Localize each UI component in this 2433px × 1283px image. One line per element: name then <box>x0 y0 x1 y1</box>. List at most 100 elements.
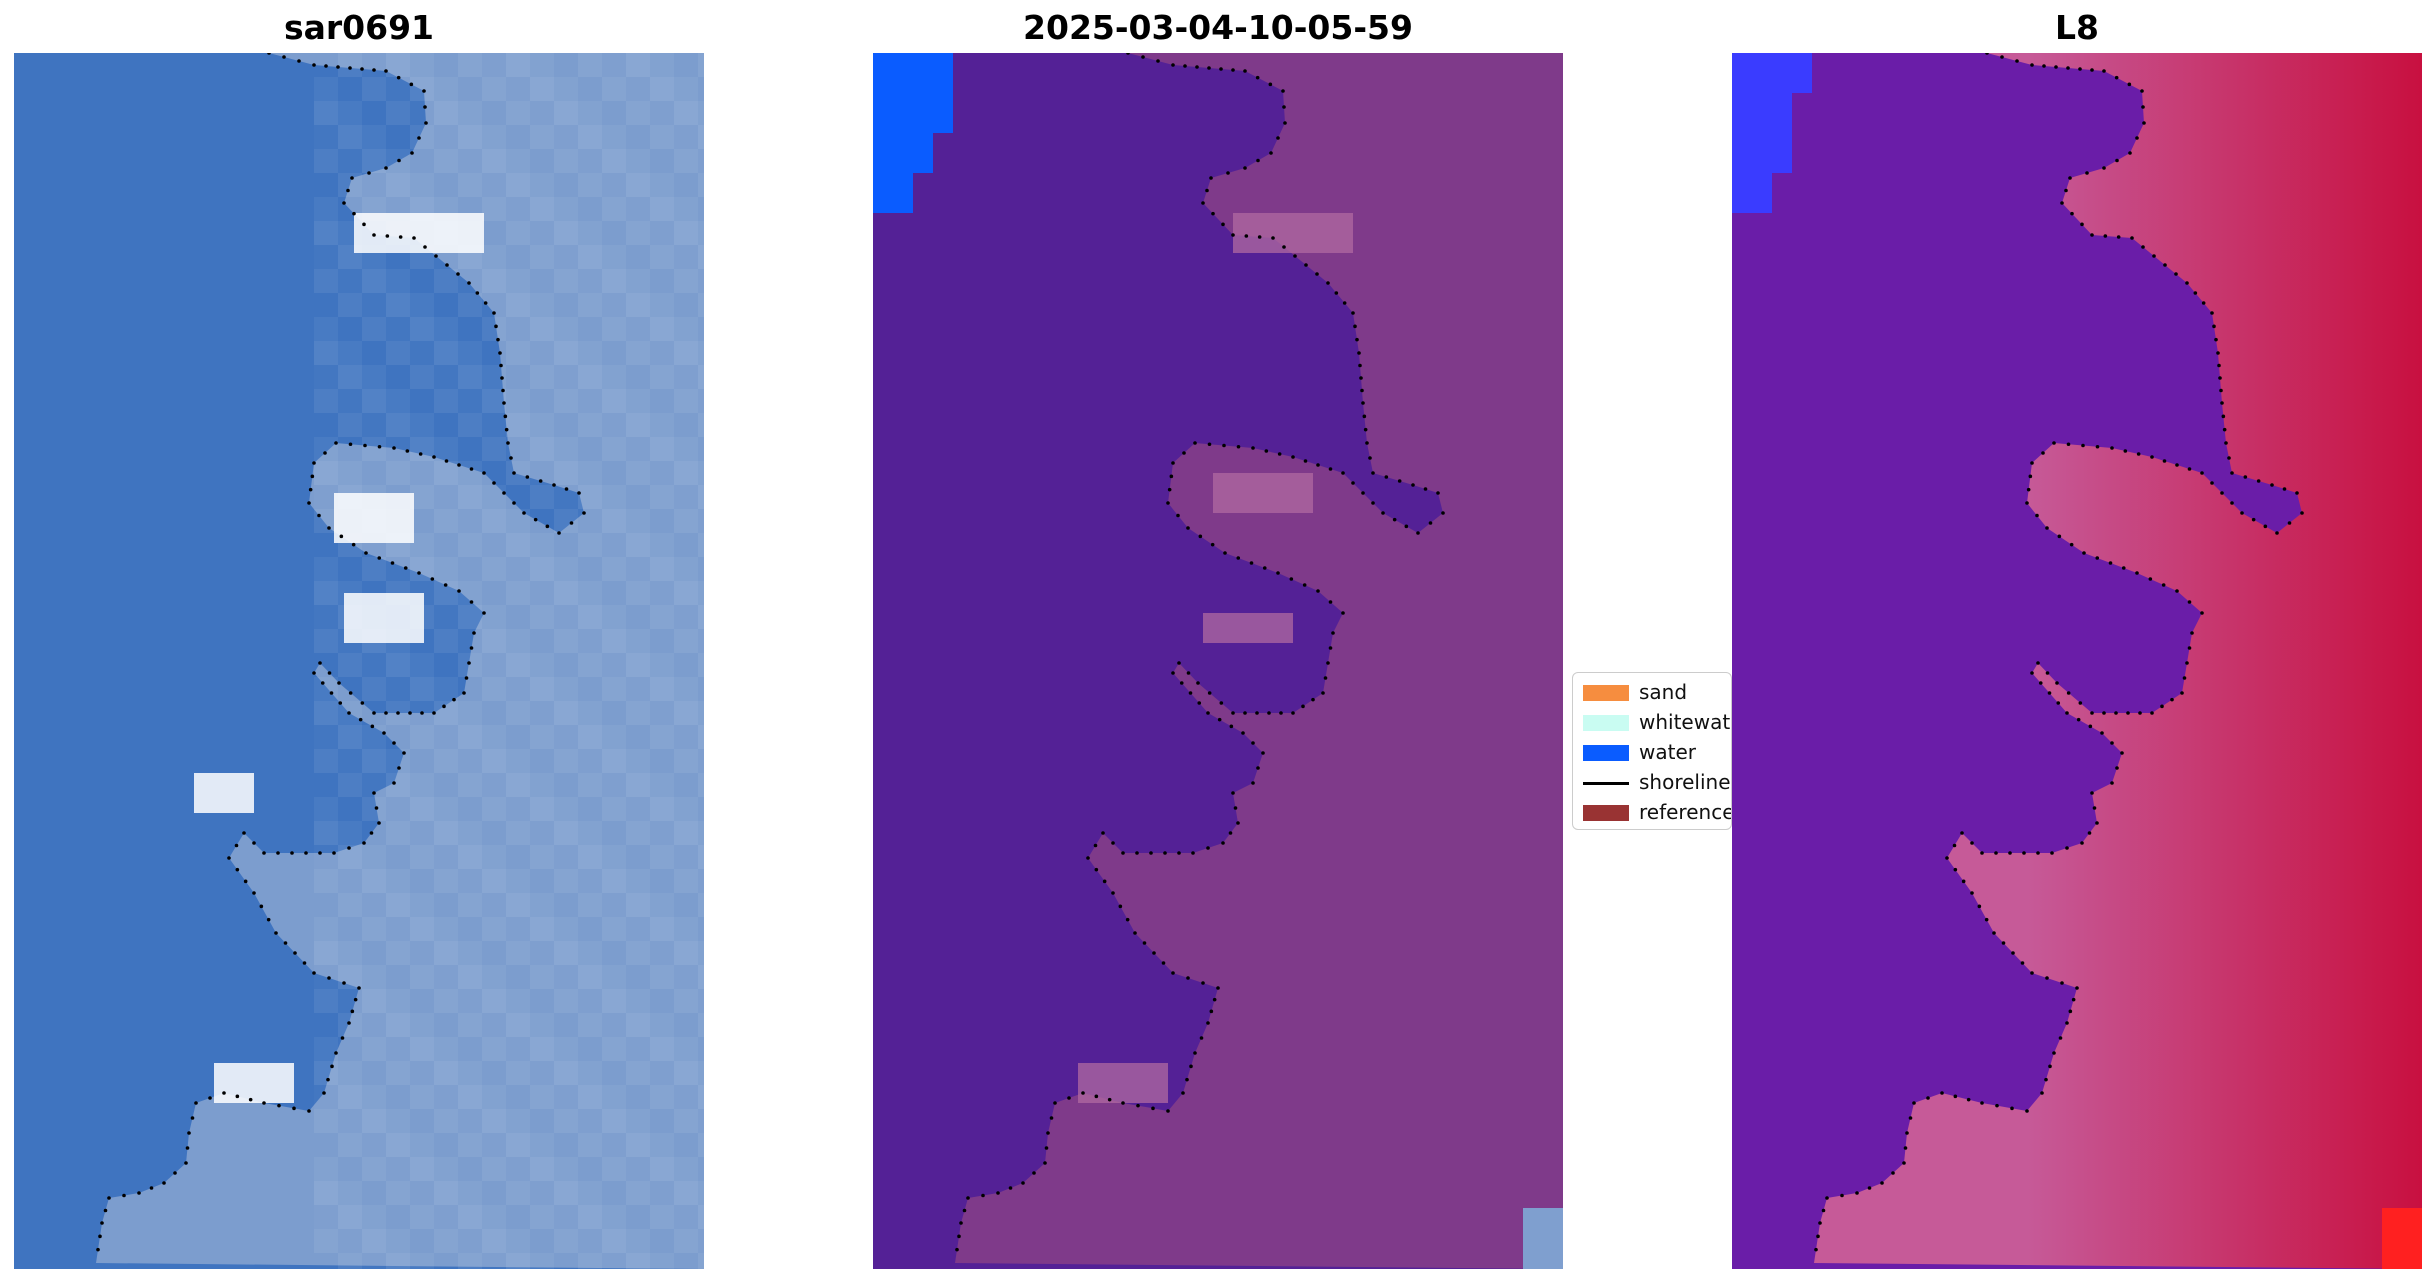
rgb-land-pixel <box>338 725 362 749</box>
shoreline-dot <box>1995 1103 1999 1108</box>
rgb-land-pixel <box>434 965 458 989</box>
rgb-land-pixel <box>602 389 626 413</box>
shoreline-dot <box>1177 851 1181 855</box>
rgb-land-pixel <box>530 341 554 365</box>
shoreline-dot <box>2221 414 2226 419</box>
shoreline-dot <box>96 1247 100 1252</box>
rgb-land-pixel <box>626 797 650 821</box>
shoreline-dot <box>323 451 327 455</box>
rgb-land-pixel <box>698 269 704 293</box>
shoreline-dot <box>1156 59 1160 63</box>
rgb-land-pixel <box>410 125 434 149</box>
shoreline-dot <box>2110 446 2114 450</box>
rgb-land-pixel <box>578 749 602 773</box>
rgb-land-pixel <box>530 317 554 341</box>
rgb-land-pixel <box>554 845 578 869</box>
index-panel <box>1732 53 2422 1269</box>
rgb-land-pixel <box>338 869 362 893</box>
shoreline-dot <box>374 806 379 810</box>
shoreline-dot <box>2070 211 2074 216</box>
rgb-land-pixel <box>314 317 338 341</box>
shoreline-dot <box>501 388 505 393</box>
rgb-land-pixel <box>506 317 530 341</box>
rgb-land-pixel <box>410 173 434 197</box>
rgb-land-pixel <box>338 461 362 485</box>
shoreline-dot <box>1985 53 1989 55</box>
shoreline-dot <box>2082 551 2086 555</box>
shoreline-dot <box>1111 891 1115 895</box>
rgb-land-pixel <box>338 941 362 965</box>
shoreline-dot <box>1107 1097 1112 1102</box>
shoreline-dot <box>2015 59 2019 63</box>
class-pink-patch <box>1233 213 1353 253</box>
rgb-land-pixel <box>602 893 626 917</box>
rgb-land-pixel <box>362 677 386 701</box>
rgb-land-pixel <box>386 869 410 893</box>
shoreline-dot <box>482 611 486 615</box>
shoreline-dot <box>1980 851 1984 855</box>
shoreline-dot <box>1341 471 1345 475</box>
shoreline-dot <box>1992 931 1996 935</box>
rgb-land-pixel <box>482 533 506 557</box>
rgb-land-pixel <box>650 461 674 485</box>
shoreline-dot <box>350 1009 355 1014</box>
rgb-land-pixel <box>602 125 626 149</box>
shoreline-dot <box>322 1091 326 1095</box>
shoreline-dot <box>1362 414 1367 419</box>
rgb-land-pixel <box>410 77 434 101</box>
rgb-land-pixel <box>386 941 410 965</box>
rgb-land-pixel <box>674 965 698 989</box>
rgb-land-pixel <box>554 437 578 461</box>
rgb-land-pixel <box>386 917 410 941</box>
rgb-land-pixel <box>602 773 626 797</box>
rgb-land-pixel <box>578 1109 602 1133</box>
shoreline-dot <box>2160 704 2164 709</box>
index-corner-patch <box>2382 1208 2422 1269</box>
shoreline-dot <box>456 272 460 276</box>
rgb-land-pixel <box>362 869 386 893</box>
index-land-shape <box>1814 53 2422 1269</box>
shoreline-dot <box>1008 1186 1013 1190</box>
rgb-land-pixel <box>338 149 362 173</box>
rgb-land-pixel <box>554 1229 578 1253</box>
shoreline-dot <box>2103 234 2108 238</box>
rgb-land-pixel <box>602 1253 626 1269</box>
shoreline-dot <box>1183 64 1187 68</box>
rgb-land-pixel <box>506 1061 530 1085</box>
shoreline-dot <box>1219 701 1224 705</box>
rgb-land-pixel <box>698 1013 704 1037</box>
rgb-land-pixel <box>626 437 650 461</box>
rgb-land-pixel <box>578 485 602 509</box>
class-pink-patch <box>1203 613 1293 643</box>
shoreline-dot <box>2078 67 2082 71</box>
rgb-land-pixel <box>626 1133 650 1157</box>
rgb-land-pixel <box>698 53 704 77</box>
rgb-land-pixel <box>338 365 362 389</box>
rgb-land-pixel <box>674 125 698 149</box>
shoreline-dot <box>2295 491 2299 495</box>
rgb-land-pixel <box>434 749 458 773</box>
shoreline-dot <box>1257 235 1262 239</box>
shoreline-dot <box>1181 1091 1185 1095</box>
rgb-land-pixel <box>554 221 578 245</box>
rgb-land-pixel <box>362 269 386 293</box>
rgb-land-pixel <box>674 725 698 749</box>
shoreline-dot <box>981 1193 985 1198</box>
shoreline-dot <box>2185 661 2189 665</box>
shoreline-dot <box>483 301 488 305</box>
rgb-land-pixel <box>674 1229 698 1253</box>
shoreline-dot <box>1222 443 1226 448</box>
rgb-land-pixel <box>458 845 482 869</box>
shoreline-dot <box>2217 363 2221 368</box>
shoreline-dot <box>564 487 569 491</box>
shoreline-dot <box>496 337 500 342</box>
shoreline-dot <box>302 961 307 965</box>
rgb-land-pixel <box>554 701 578 725</box>
shoreline-dot <box>2100 731 2104 735</box>
rgb-land-pixel <box>578 1253 602 1269</box>
shoreline-dot <box>2115 766 2119 770</box>
rgb-land-pixel <box>458 725 482 749</box>
rgb-land-pixel <box>650 701 674 725</box>
rgb-land-pixel <box>458 893 482 917</box>
rgb-land-pixel <box>458 365 482 389</box>
